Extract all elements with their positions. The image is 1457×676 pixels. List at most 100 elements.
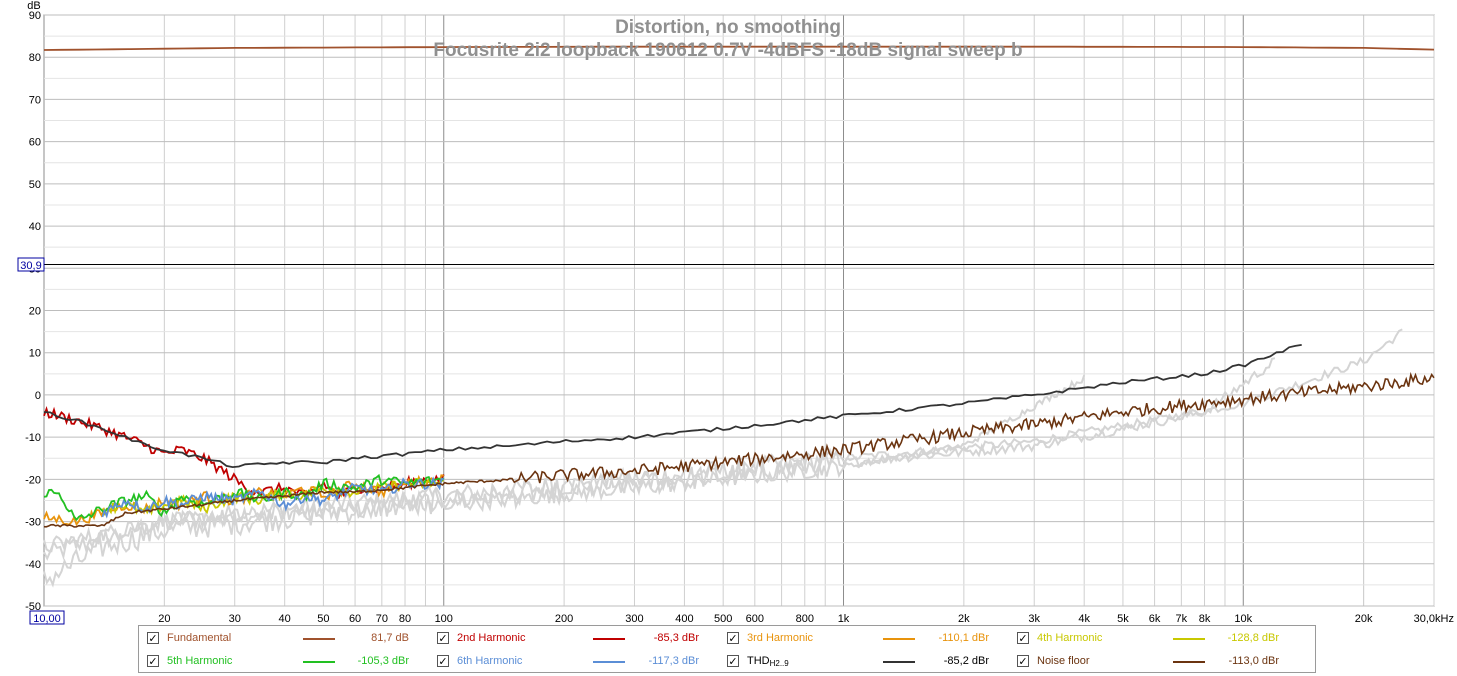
cursor-value: 30,9	[20, 260, 41, 272]
x-tick-label: 4k	[1078, 613, 1090, 625]
legend-label: THDH2..9	[747, 654, 789, 671]
legend-swatch	[303, 661, 335, 663]
legend-checkbox[interactable]: ✓	[437, 655, 449, 668]
x-tick-label: 2k	[958, 613, 970, 625]
x-tick-label: 8k	[1199, 613, 1211, 625]
y-tick-label: -40	[25, 559, 41, 571]
legend-value: -85,3 dBr	[653, 632, 699, 644]
x-tick-label: 60	[349, 613, 361, 625]
legend-label-text: 3rd Harmonic	[747, 632, 814, 644]
legend-label: Fundamental	[167, 631, 231, 645]
y-tick-label: 10	[29, 348, 41, 360]
x-tick-label: 30	[229, 613, 241, 625]
legend-label: 4th Harmonic	[1037, 631, 1102, 645]
series-lines	[43, 45, 1435, 528]
legend-label-text: Fundamental	[167, 632, 232, 644]
legend-label: 3rd Harmonic	[747, 631, 813, 645]
legend-value: -85,2 dBr	[943, 655, 989, 667]
legend-swatch	[1173, 638, 1205, 640]
legend-item: ✓ Fundamental 81,7 dB	[147, 631, 427, 647]
x-tick-label: 1k	[838, 613, 850, 625]
legend-swatch	[593, 638, 625, 640]
x-tick-label: 100	[435, 613, 453, 625]
distortion-chart: 9080706050403020100-10-20-30-40-50 20304…	[17, 0, 1454, 625]
legend-item: ✓ 6th Harmonic -117,3 dBr	[437, 654, 717, 670]
x-tick-label: 10k	[1234, 613, 1252, 625]
chart-subtitle: Focusrite 2i2 loopback 190612 0.7V -4dBF…	[433, 40, 1022, 61]
x-tick-label: 40	[279, 613, 291, 625]
x-start-readout[interactable]: 10,00	[29, 610, 65, 625]
legend-swatch	[883, 661, 915, 663]
x-tick-label: 3k	[1028, 613, 1040, 625]
x-tick-label: 30,0kHz	[1414, 613, 1454, 625]
legend-checkbox[interactable]: ✓	[147, 632, 159, 645]
legend-swatch	[593, 661, 625, 663]
series-line	[43, 45, 1435, 51]
legend: ✓ Fundamental 81,7 dB ✓ 2nd Harmonic -85,3 dB…	[138, 625, 1316, 673]
y-tick-label: -20	[25, 474, 41, 486]
x-tick-label: 70	[376, 613, 388, 625]
cursor-readout[interactable]: 30,9	[17, 257, 45, 272]
x-tick-label: 50	[317, 613, 329, 625]
y-tick-label: 0	[35, 390, 41, 402]
legend-swatch	[1173, 661, 1205, 663]
y-tick-label: 20	[29, 306, 41, 318]
legend-item: ✓ THDH2..9 -85,2 dBr	[727, 654, 1007, 670]
legend-label-text: Noise floor	[1037, 655, 1090, 667]
x-tick-label: 400	[675, 613, 693, 625]
background-trace	[43, 357, 1276, 588]
x-tick-label: 500	[714, 613, 732, 625]
legend-value: 81,7 dB	[371, 632, 409, 644]
y-tick-label: -30	[25, 517, 41, 529]
x-tick-label: 600	[746, 613, 764, 625]
legend-item: ✓ Noise floor -113,0 dBr	[1017, 654, 1297, 670]
x-tick-label: 20k	[1355, 613, 1373, 625]
x-tick-label: 5k	[1117, 613, 1129, 625]
legend-value: -117,3 dBr	[648, 655, 699, 667]
legend-item: ✓ 5th Harmonic -105,3 dBr	[147, 654, 427, 670]
legend-label: 2nd Harmonic	[457, 631, 525, 645]
y-tick-label: 90	[29, 10, 41, 22]
legend-label: 6th Harmonic	[457, 654, 522, 668]
y-tick-label: 60	[29, 137, 41, 149]
legend-checkbox[interactable]: ✓	[1017, 655, 1029, 668]
y-tick-label: 50	[29, 179, 41, 191]
series-line	[43, 344, 1302, 469]
legend-checkbox[interactable]: ✓	[147, 655, 159, 668]
series-line	[101, 476, 445, 519]
legend-checkbox[interactable]: ✓	[727, 632, 739, 645]
legend-label-text: 5th Harmonic	[167, 655, 233, 667]
legend-value: -128,8 dBr	[1227, 632, 1279, 644]
y-tick-label: -10	[25, 432, 41, 444]
x-tick-label: 7k	[1176, 613, 1188, 625]
x-tick-label: 20	[158, 613, 170, 625]
y-tick-label: 70	[29, 94, 41, 106]
x-tick-labels: 20 30 40 50 60 70 80 100 200 300 400 500 600 800 1k 2k 3…	[158, 613, 1454, 625]
legend-item: ✓ 2nd Harmonic -85,3 dBr	[437, 631, 717, 647]
legend-label: Noise floor	[1037, 654, 1090, 668]
chart-title: Distortion, no smoothing	[615, 17, 841, 38]
legend-checkbox[interactable]: ✓	[727, 655, 739, 668]
legend-label-text: THD	[747, 655, 770, 667]
x-start-value: 10,00	[33, 613, 61, 625]
legend-swatch	[303, 638, 335, 640]
legend-checkbox[interactable]: ✓	[1017, 632, 1029, 645]
legend-label: 5th Harmonic	[167, 654, 232, 668]
y-tick-label: 40	[29, 221, 41, 233]
x-tick-label: 80	[399, 613, 411, 625]
legend-label-text: 6th Harmonic	[457, 655, 523, 667]
x-tick-label: 200	[555, 613, 573, 625]
legend-item: ✓ 3rd Harmonic -110,1 dBr	[727, 631, 1007, 647]
legend-item: ✓ 4th Harmonic -128,8 dBr	[1017, 631, 1297, 647]
legend-value: -105,3 dBr	[357, 655, 409, 667]
y-tick-label: -50	[25, 601, 41, 613]
series-line	[43, 371, 1435, 528]
legend-checkbox[interactable]: ✓	[437, 632, 449, 645]
y-tick-label: 80	[29, 52, 41, 64]
legend-label-text: 4th Harmonic	[1037, 632, 1103, 644]
legend-label-subscript: H2..9	[769, 659, 789, 668]
legend-value: -110,1 dBr	[938, 632, 989, 644]
y-tick-labels: 9080706050403020100-10-20-30-40-50	[25, 10, 41, 613]
x-tick-label: 300	[625, 613, 643, 625]
background-trace	[43, 374, 1086, 553]
